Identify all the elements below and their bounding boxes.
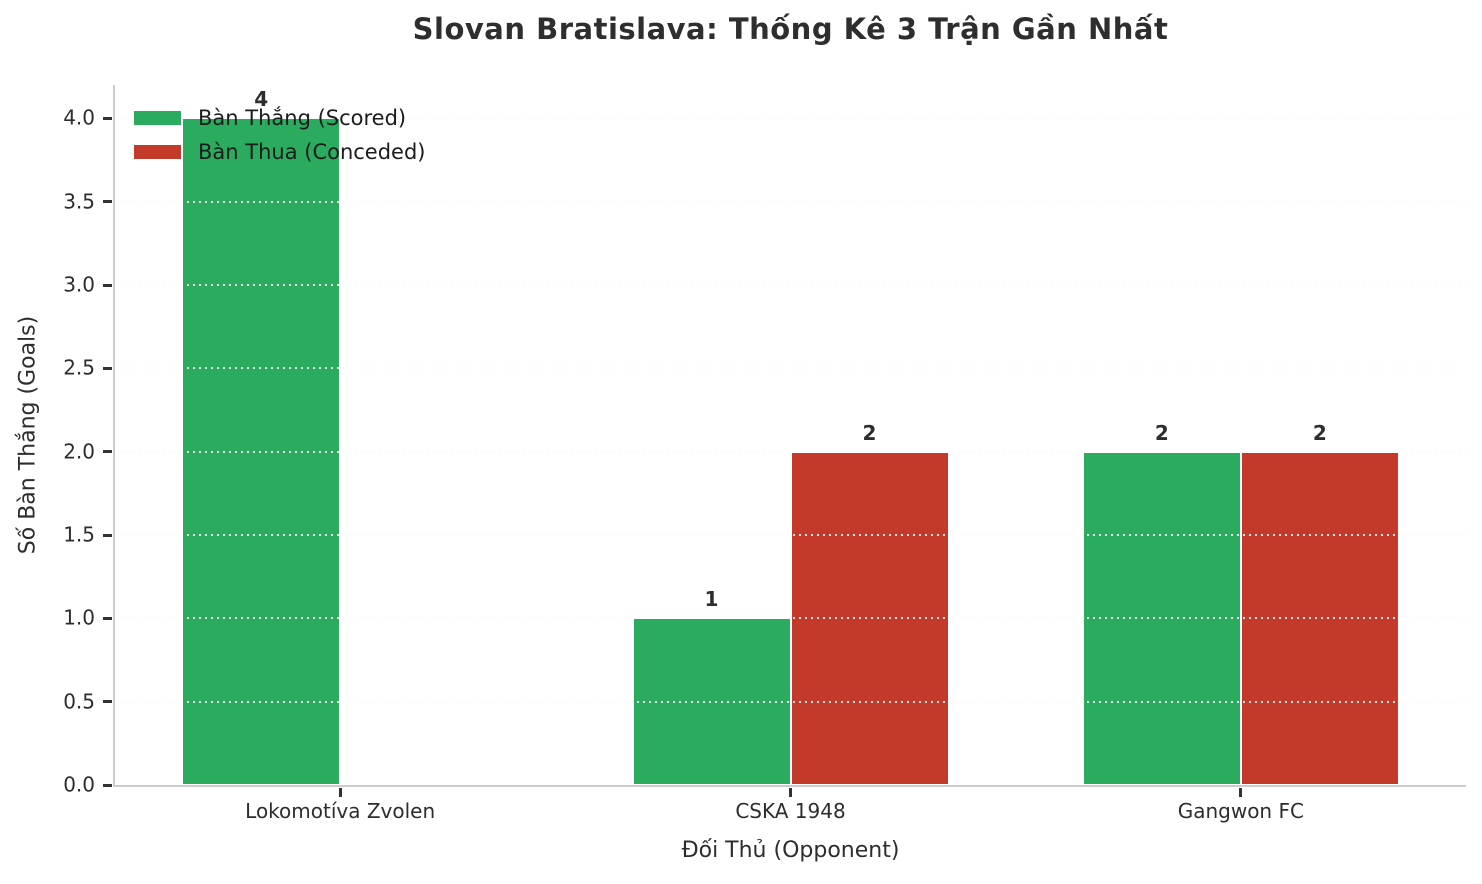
y-tick-label: 2.5	[63, 355, 95, 380]
legend-swatch	[133, 110, 182, 126]
gridline-overlay	[115, 117, 1466, 120]
gridline-overlay	[115, 367, 1466, 370]
gridline-overlay	[115, 200, 1466, 203]
x-tick-mark	[789, 788, 792, 797]
bar-value-label: 2	[862, 420, 877, 445]
gridline-overlay	[115, 617, 1466, 620]
y-tick-label: 3.0	[63, 272, 95, 297]
y-tick-mark	[103, 116, 112, 120]
bar-value-label: 1	[704, 587, 719, 612]
legend: Bàn Thắng (Scored) Bàn Thua (Conceded)	[133, 106, 426, 164]
gridline-overlay	[115, 534, 1466, 536]
legend-item: Bàn Thua (Conceded)	[133, 140, 426, 164]
gridline-overlay	[115, 450, 1466, 453]
bar-value-label: 4	[254, 87, 269, 112]
x-axis-label: Đối Thủ (Opponent)	[681, 838, 900, 863]
x-axis-spine	[113, 785, 1466, 787]
legend-label: Bàn Thua (Conceded)	[198, 140, 426, 164]
y-tick-mark	[103, 783, 112, 787]
y-tick-label: 3.5	[63, 188, 95, 213]
bar-value-label: 2	[1312, 420, 1327, 445]
legend-swatch	[133, 144, 182, 160]
y-axis-label: Số Bàn Thắng (Goals)	[15, 315, 41, 555]
y-tick-label: 0.5	[63, 688, 95, 713]
gridline-overlay	[115, 700, 1466, 703]
y-tick-mark	[103, 200, 112, 204]
legend-label: Bàn Thắng (Scored)	[198, 106, 407, 130]
y-tick-label: 1.0	[63, 605, 95, 630]
x-tick-mark	[1239, 788, 1243, 797]
y-tick-label: 1.5	[63, 522, 95, 547]
y-tick-label: 4.0	[63, 105, 95, 130]
x-tick-mark	[338, 788, 342, 797]
y-tick-mark	[103, 283, 112, 287]
y-tick-mark	[103, 450, 112, 454]
gridline-overlay	[115, 284, 1466, 286]
x-tick-label: CSKA 1948	[735, 799, 846, 823]
y-tick-mark	[103, 533, 112, 537]
plot-area: Bàn Thắng (Scored) Bàn Thua (Conceded) 0.…	[63, 85, 1466, 823]
y-axis-spine	[113, 85, 115, 787]
y-tick-label: 2.0	[63, 438, 95, 463]
x-tick-label: Gangwon FC	[1177, 799, 1304, 823]
y-tick-mark	[103, 616, 112, 620]
y-tick-label: 0.0	[63, 772, 95, 797]
legend-item: Bàn Thắng (Scored)	[133, 106, 426, 130]
y-tick-mark	[103, 700, 112, 704]
x-tick-label: Lokomotíva Zvolen	[245, 799, 436, 823]
y-tick-mark	[103, 366, 112, 370]
bar-value-label: 2	[1154, 420, 1169, 445]
chart-title: Slovan Bratislava: Thống Kê 3 Trận Gần N…	[412, 12, 1169, 46]
